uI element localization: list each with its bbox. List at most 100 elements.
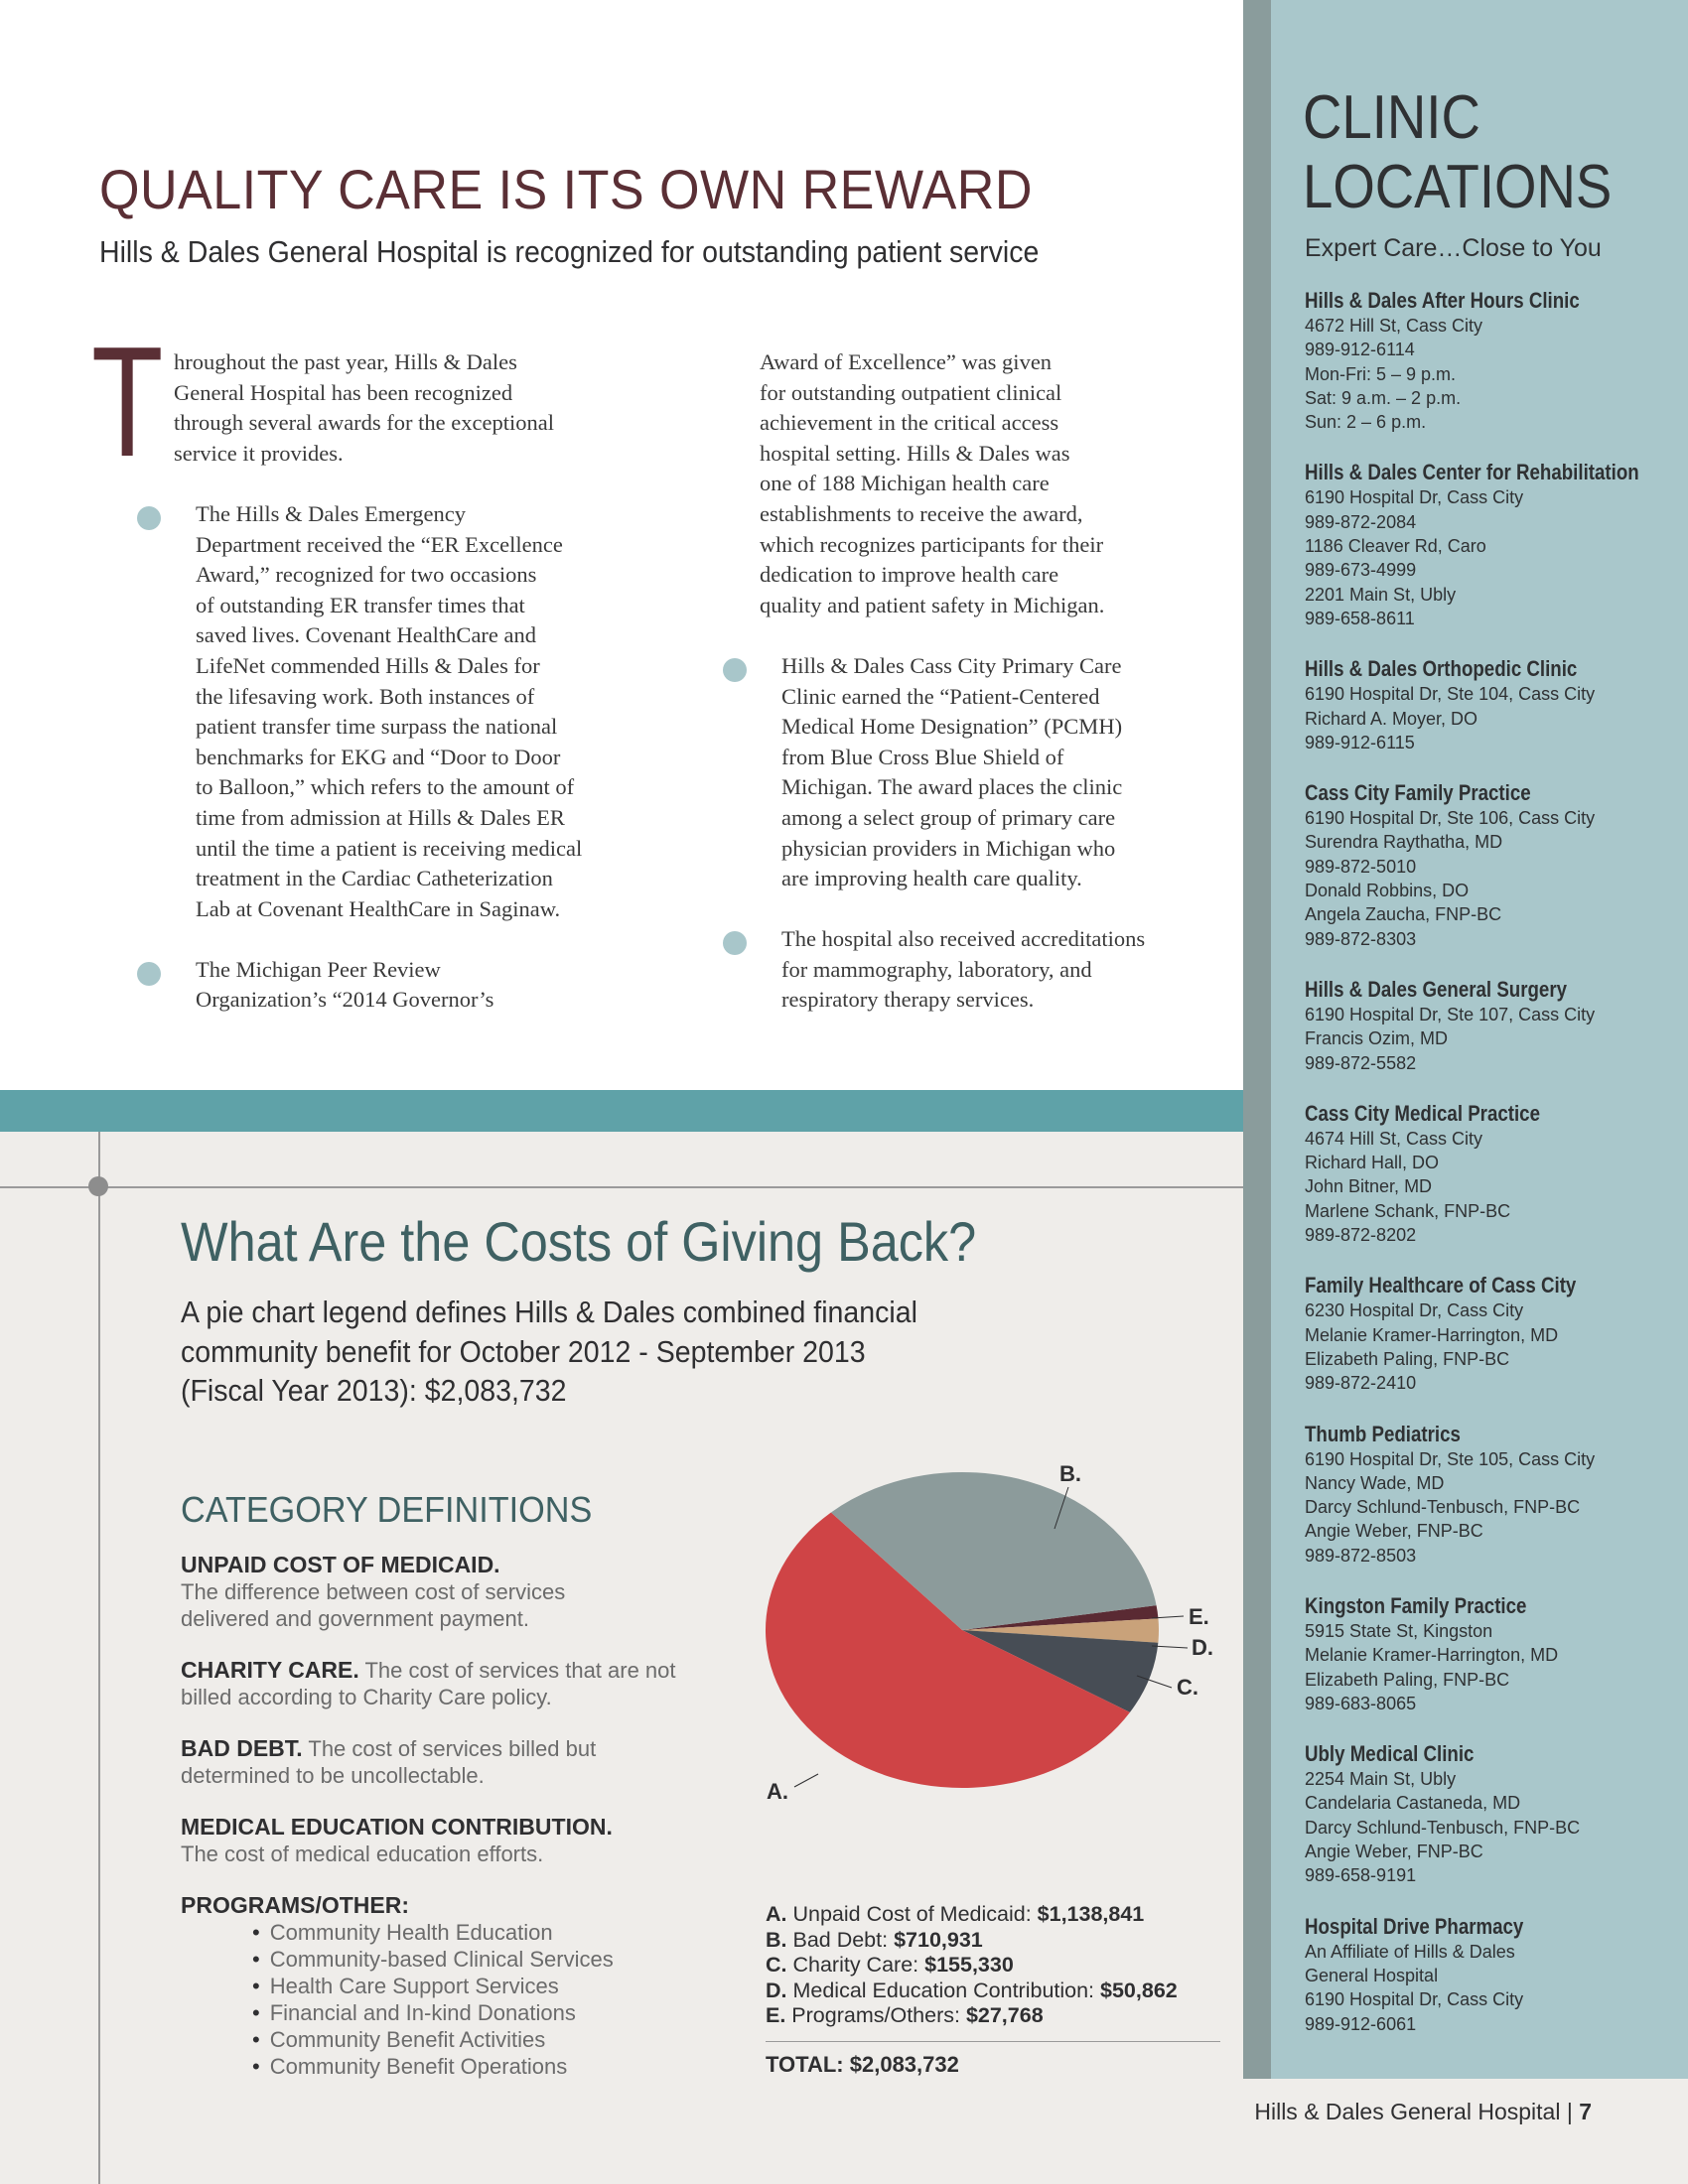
definition: MEDICAL EDUCATION CONTRIBUTION. The cost … [181, 1814, 676, 1867]
sidebar-tagline: Expert Care…Close to You [1305, 234, 1602, 262]
program-item: Community-based Clinical Services [252, 1946, 676, 1973]
leader-line [1054, 1486, 1069, 1530]
text-line: establishments to receive the award, [760, 500, 1083, 526]
clinic-detail: Richard A. Moyer, DO [1305, 708, 1478, 729]
text-line: which recognizes participants for their [760, 531, 1104, 557]
registration-line-horizontal [0, 1186, 1243, 1188]
text-line: treatment in the Cardiac Catheterization [196, 866, 553, 891]
clinic-name: Hills & Dales Center for Rehabilitation [1305, 460, 1639, 485]
clinic-detail: Angela Zaucha, FNP-BC [1305, 904, 1502, 925]
text-line: are improving health care quality. [781, 866, 1082, 891]
clinic-detail: 6190 Hospital Dr, Cass City [1305, 487, 1524, 508]
clinic-detail: Melanie Kramer-Harrington, MD [1305, 1324, 1559, 1345]
clinic-entry: Hills & Dales Center for Rehabilitation 6… [1305, 460, 1682, 630]
clinic-detail: 6190 Hospital Dr, Cass City [1305, 1989, 1524, 2010]
text-line: The Michigan Peer Review [196, 956, 441, 982]
pie-slice-b [830, 1472, 1157, 1630]
text-line: hroughout the past year, Hills & Dales [174, 349, 517, 374]
slice-label: E. [1189, 1604, 1209, 1629]
teal-divider-band [0, 1090, 1243, 1132]
leader-line [1151, 1615, 1185, 1619]
page-footer: Hills & Dales General Hospital | 7 [1254, 2099, 1592, 2125]
clinic-detail: 989-673-4999 [1305, 560, 1417, 581]
bullet-paragraph: The hospital also received accreditation… [723, 924, 1146, 1016]
definition-term: UNPAID COST OF MEDICAID. [181, 1552, 500, 1577]
text-line: LifeNet commended Hills & Dales for [196, 652, 540, 678]
clinic-detail: Melanie Kramer-Harrington, MD [1305, 1645, 1559, 1666]
text-line: to Balloon,” which refers to the amount … [196, 774, 575, 800]
total-amount: $2,083,732 [849, 2052, 959, 2077]
pie-slice-a [766, 1512, 1130, 1788]
program-item: Community Health Education [252, 1919, 676, 1946]
legend-key: A. [766, 1902, 787, 1926]
sidebar-title: CLINIC LOCATIONS [1303, 83, 1612, 222]
definition: UNPAID COST OF MEDICAID. The difference b… [181, 1552, 676, 1632]
clinic-detail: General Hospital [1305, 1965, 1439, 1985]
legend-divider [766, 2041, 1220, 2042]
text-line: from Blue Cross Blue Shield of [781, 744, 1064, 769]
clinic-detail: 989-872-2410 [1305, 1373, 1417, 1394]
text-line: of outstanding ER transfer times that [196, 592, 525, 617]
clinic-detail: 989-872-5582 [1305, 1052, 1417, 1073]
article-section [0, 0, 1243, 1090]
bullet-paragraph: The Hills & Dales Emergency Department re… [137, 499, 582, 924]
text-line: Award of Excellence” was given [760, 349, 1053, 374]
program-item: Community Benefit Operations [252, 2053, 676, 2080]
clinic-detail: Sat: 9 a.m. – 2 p.m. [1305, 387, 1462, 408]
footer-background [1243, 2079, 1688, 2184]
clinic-detail: 989-872-2084 [1305, 511, 1417, 532]
footer-separator: | [1566, 2099, 1573, 2124]
programs-definition: PROGRAMS/OTHER:Community Health Educatio… [181, 1892, 676, 2080]
legend-item: C. Charity Care: $155,330 [766, 1953, 1178, 1979]
text-line: benchmarks for EKG and “Door to Door [196, 744, 561, 769]
clinic-detail: 989-912-6061 [1305, 2013, 1417, 2034]
drop-cap: T [91, 315, 164, 489]
clinic-entry: Hills & Dales After Hours Clinic 4672 Hil… [1305, 288, 1682, 434]
text-line: service it provides. [174, 440, 344, 466]
text-line: Michigan. The award places the clinic [781, 774, 1123, 800]
slice-label: C. [1177, 1675, 1198, 1700]
program-item: Health Care Support Services [252, 1973, 676, 1999]
legend-amount: $155,330 [924, 1953, 1014, 1977]
total-label: TOTAL: [766, 2052, 844, 2077]
definition-first-line: UNPAID COST OF MEDICAID. [181, 1552, 676, 1578]
clinic-entry: Hospital Drive Pharmacy An Affiliate of H… [1305, 1914, 1682, 2036]
clinic-detail: Elizabeth Paling, FNP-BC [1305, 1669, 1510, 1690]
text-line: patient transfer time surpass the nation… [196, 714, 558, 740]
pie-chart: A. B. C. D. E. [766, 1461, 1213, 1804]
clinic-detail: 6190 Hospital Dr, Ste 104, Cass City [1305, 684, 1596, 705]
clinic-detail: 989-658-8611 [1305, 608, 1415, 628]
legend-amount: $710,931 [894, 1927, 983, 1952]
pie-slice-e [962, 1605, 1159, 1630]
clinic-detail: Marlene Schank, FNP-BC [1305, 1200, 1511, 1221]
text-line: The hospital also received accreditation… [781, 926, 1146, 952]
definition: CHARITY CARE. The cost of services that … [181, 1657, 676, 1710]
clinic-name: Hills & Dales After Hours Clinic [1305, 288, 1580, 313]
clinic-name: Hills & Dales Orthopedic Clinic [1305, 656, 1578, 682]
legend-amount: $50,862 [1100, 1978, 1178, 2002]
legend-amount: $27,768 [965, 2003, 1044, 2027]
clinic-name: Family Healthcare of Cass City [1305, 1273, 1577, 1298]
article-column-1: hroughout the past year, Hills & Dales Ge… [137, 347, 582, 1046]
legend-item: D. Medical Education Contribution: $50,8… [766, 1979, 1178, 2004]
clinic-detail: Angie Weber, FNP-BC [1305, 1521, 1483, 1542]
costs-heading: What Are the Costs of Giving Back? [181, 1210, 977, 1273]
bullet-icon [137, 505, 161, 530]
definition-text: delivered and government payment. [181, 1606, 529, 1631]
text-line: physician providers in Michigan who [781, 835, 1116, 861]
legend-label: Medical Education Contribution: [786, 1978, 1101, 2002]
definition-text: billed according to Charity Care policy. [181, 1685, 552, 1709]
sidebar-title-line: LOCATIONS [1303, 153, 1613, 221]
text-line: Organization’s “2014 Governor’s [196, 987, 494, 1013]
pie-slice-c [962, 1630, 1159, 1712]
clinic-detail: 989-912-6114 [1305, 340, 1415, 360]
costs-intro: A pie chart legend defines Hills & Dales… [181, 1293, 917, 1411]
text-line: hospital setting. Hills & Dales was [760, 440, 1070, 466]
clinic-entry: Hills & Dales Orthopedic Clinic 6190 Hosp… [1305, 656, 1682, 754]
clinic-entry: Thumb Pediatrics 6190 Hospital Dr, Ste 10… [1305, 1422, 1682, 1568]
definition-text: The difference between cost of services [181, 1579, 566, 1604]
clinic-locations-sidebar [1243, 0, 1688, 2079]
clinic-entry: Hills & Dales General Surgery 6190 Hospit… [1305, 977, 1682, 1075]
clinic-detail: Richard Hall, DO [1305, 1153, 1440, 1173]
clinic-detail: 989-872-5010 [1305, 856, 1417, 877]
